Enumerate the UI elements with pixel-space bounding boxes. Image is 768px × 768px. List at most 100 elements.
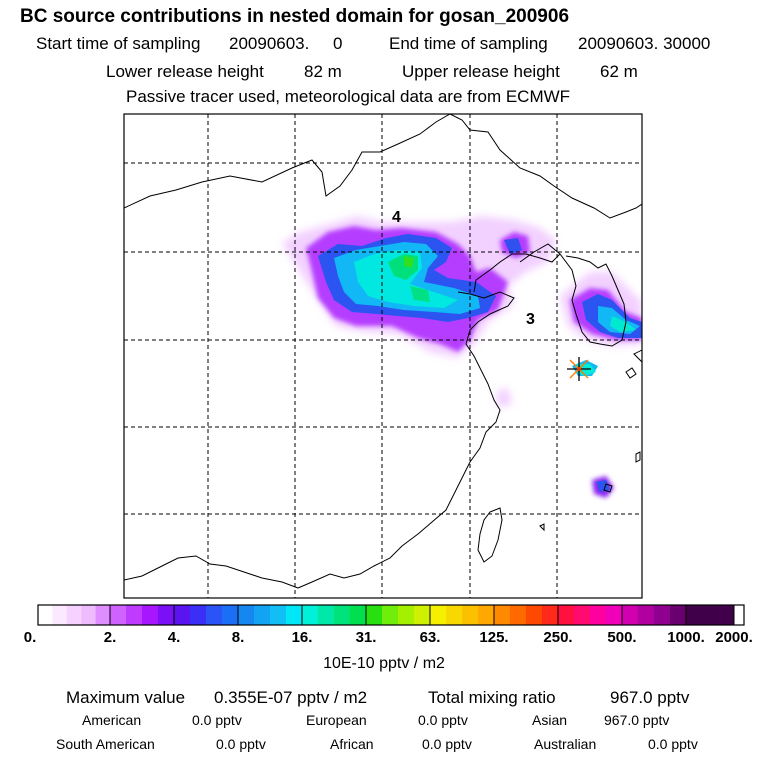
japan-islet-2 xyxy=(633,349,642,363)
region-label-4: 4 xyxy=(392,209,401,226)
legend-unit: 10E-10 pptv / m2 xyxy=(323,655,445,672)
lat-lon-grid xyxy=(124,114,642,598)
region-value-american: 0.0 pptv xyxy=(192,712,242,728)
region-value-south-american: 0.0 pptv xyxy=(216,736,266,752)
region-name-european: European xyxy=(306,712,367,728)
legend-swatch xyxy=(174,605,191,625)
legend-swatch xyxy=(574,605,591,625)
legend-swatch xyxy=(222,605,239,625)
map-background xyxy=(124,114,642,598)
lower-height-value: 82 m xyxy=(304,62,342,81)
legend-swatch xyxy=(622,605,639,625)
map-panel: 4 3 xyxy=(123,113,643,599)
legend-tick: 0. xyxy=(23,629,37,646)
region-name-south-american: South American xyxy=(56,736,155,752)
legend-swatch xyxy=(190,605,207,625)
legend-tick: 500. xyxy=(607,629,637,646)
region-name-african: African xyxy=(330,736,374,752)
legend-swatch xyxy=(542,605,559,625)
legend-swatch xyxy=(302,605,319,625)
legend-swatch xyxy=(606,605,623,625)
upper-height-value: 62 m xyxy=(600,62,638,81)
legend-swatch xyxy=(446,605,463,625)
legend-tick: 125. xyxy=(479,629,509,646)
receptor-star-icon xyxy=(567,357,591,381)
legend-swatch xyxy=(110,605,127,625)
legend-swatch xyxy=(52,605,68,625)
legend-frame xyxy=(37,604,745,626)
legend-swatch xyxy=(126,605,143,625)
legend-swatch xyxy=(38,605,53,625)
bohai-coast xyxy=(473,243,561,293)
japan-islet-1 xyxy=(625,367,637,379)
map-frame xyxy=(123,113,643,599)
legend-swatch xyxy=(334,605,351,625)
max-value: 0.355E-07 pptv / m2 xyxy=(214,688,368,707)
region-name-american: American xyxy=(82,712,142,728)
legend-swatch xyxy=(270,605,287,625)
legend-swatch xyxy=(382,605,399,625)
legend-swatch xyxy=(81,605,96,625)
start-time-label: Start time of sampling xyxy=(36,34,201,53)
legend-tick: 1000. xyxy=(667,629,705,646)
start-time-value: 20090603. 0 xyxy=(229,34,343,53)
legend-swatch xyxy=(66,605,82,625)
max-value-label: Maximum value xyxy=(66,688,186,707)
legend-swatch xyxy=(590,605,607,625)
end-time-value: 20090603. 30000 xyxy=(578,34,711,53)
region-value-australian: 0.0 pptv xyxy=(648,736,698,752)
plot-title: BC source contributions in nested domain… xyxy=(20,6,570,27)
legend-swatch xyxy=(670,605,687,625)
border-south xyxy=(124,555,299,589)
region-value-european: 0.0 pptv xyxy=(418,712,468,728)
legend-swatch xyxy=(638,605,655,625)
border-northeast xyxy=(449,114,642,219)
legend-swatch xyxy=(366,605,383,625)
legend-swatch xyxy=(686,605,735,625)
plume-green xyxy=(388,254,430,302)
end-time-label: End time of sampling xyxy=(389,34,548,53)
legend-tick: 31. xyxy=(355,629,377,646)
legend-swatch xyxy=(142,605,159,625)
legend-swatch xyxy=(414,605,431,625)
total-mixing-label: Total mixing ratio xyxy=(428,688,556,707)
lower-height-label: Lower release height xyxy=(106,62,264,81)
legend-swatch xyxy=(398,605,415,625)
legend-tick: 4. xyxy=(167,629,181,646)
region-label-3: 3 xyxy=(526,311,535,328)
legend-swatch xyxy=(158,605,175,625)
region-name-asian: Asian xyxy=(532,712,568,728)
legend-swatch xyxy=(350,605,367,625)
legend-swatch xyxy=(526,605,543,625)
color-legend-bar xyxy=(37,604,745,626)
legend-tick: 16. xyxy=(291,629,313,646)
legend-swatch xyxy=(286,605,303,625)
upper-height-label: Upper release height xyxy=(402,62,560,81)
region-name-australian: Australian xyxy=(534,736,597,752)
legend-swatch xyxy=(95,605,111,625)
legend-tick: 2. xyxy=(103,629,117,646)
legend-swatch xyxy=(654,605,671,625)
region-value-african: 0.0 pptv xyxy=(422,736,472,752)
legend-tick: 250. xyxy=(543,629,573,646)
legend-tick: 63. xyxy=(419,629,441,646)
legend-tick: 8. xyxy=(231,629,245,646)
islet-east xyxy=(539,523,545,532)
border-north xyxy=(124,114,451,209)
legend-swatch xyxy=(510,605,527,625)
total-mixing-value: 967.0 pptv xyxy=(610,688,690,707)
region-value-asian: 967.0 pptv xyxy=(604,712,670,728)
legend-swatch xyxy=(478,605,495,625)
ryukyu-islet xyxy=(635,451,641,463)
legend-swatch xyxy=(318,605,335,625)
legend-tick: 2000. xyxy=(715,629,753,646)
legend-swatch xyxy=(462,605,479,625)
legend-swatch xyxy=(206,605,223,625)
legend-swatch xyxy=(238,605,255,625)
legend-swatch xyxy=(558,605,575,625)
legend-swatch xyxy=(494,605,511,625)
legend-swatch xyxy=(430,605,447,625)
legend-swatch xyxy=(254,605,271,625)
okinawa-islet xyxy=(603,483,613,493)
